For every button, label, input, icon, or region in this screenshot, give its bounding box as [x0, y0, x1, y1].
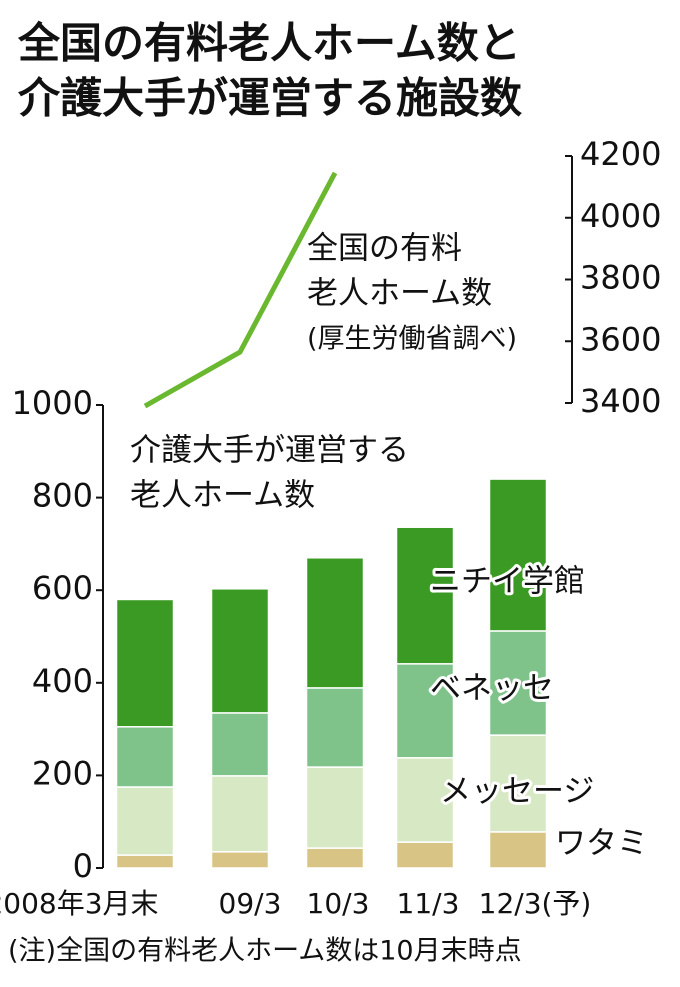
bar-segment	[115, 726, 175, 788]
bar-segment	[488, 630, 548, 736]
y2-tick-label: 4200	[580, 135, 661, 173]
bar-segment	[210, 712, 270, 777]
y2-tick-label: 3800	[580, 259, 661, 297]
y2-tick-label: 4000	[580, 197, 661, 235]
bar-segment	[210, 851, 270, 869]
legend-label: メッセージ	[440, 774, 594, 810]
x-tick-label: 09/3	[219, 887, 282, 920]
bar-segment	[305, 847, 365, 869]
chart-title: 全国の有料老人ホーム数と	[17, 19, 521, 68]
bar-segment	[395, 526, 455, 665]
annotation: 介護大手が運営する	[130, 433, 409, 469]
y-tick-label: 400	[32, 662, 93, 700]
bar-segment	[488, 831, 548, 869]
bar-segment	[305, 687, 365, 768]
line	[143, 171, 338, 409]
legend-label: ベネッセ	[430, 671, 554, 707]
legend-label: 老人ホーム数	[307, 276, 492, 312]
y-tick-label: 800	[32, 477, 93, 515]
legend-label: ニチイ学館	[430, 564, 585, 600]
bar-segment	[305, 766, 365, 849]
legend-label: 全国の有料	[307, 231, 462, 267]
y-tick-label: 0	[73, 847, 93, 885]
bar-segment	[395, 663, 455, 759]
bar-segment	[395, 841, 455, 869]
chart-title: 介護大手が運営する施設数	[18, 74, 522, 123]
bar-segment	[210, 775, 270, 853]
bar-segment	[210, 588, 270, 714]
annotation: 老人ホーム数	[130, 478, 315, 514]
bar-segment	[115, 854, 175, 869]
y-tick-label: 200	[32, 754, 93, 792]
y-tick-label: 600	[32, 569, 93, 607]
bar-segment	[488, 478, 548, 632]
source: (厚生労働省調べ)	[307, 324, 517, 355]
y2-tick-label: 3600	[580, 320, 661, 358]
y2-tick-label: 3400	[580, 382, 661, 420]
bar-segment	[395, 757, 455, 843]
bar-segment	[488, 734, 548, 833]
legend-label: ワタミ	[555, 826, 648, 862]
y-tick-label: 1000	[12, 384, 93, 422]
bar-segment	[115, 598, 175, 728]
x-tick-label: 11/3	[397, 887, 460, 920]
x-tick-label: 10/3	[307, 887, 370, 920]
x-tick-label: 12/3(予)	[479, 887, 592, 920]
x-tick-label: 2008年3月末	[0, 887, 159, 920]
note: (注)全国の有料老人ホーム数は10月末時点	[8, 936, 522, 967]
bar-segment	[305, 557, 365, 689]
bar-segment	[115, 786, 175, 856]
